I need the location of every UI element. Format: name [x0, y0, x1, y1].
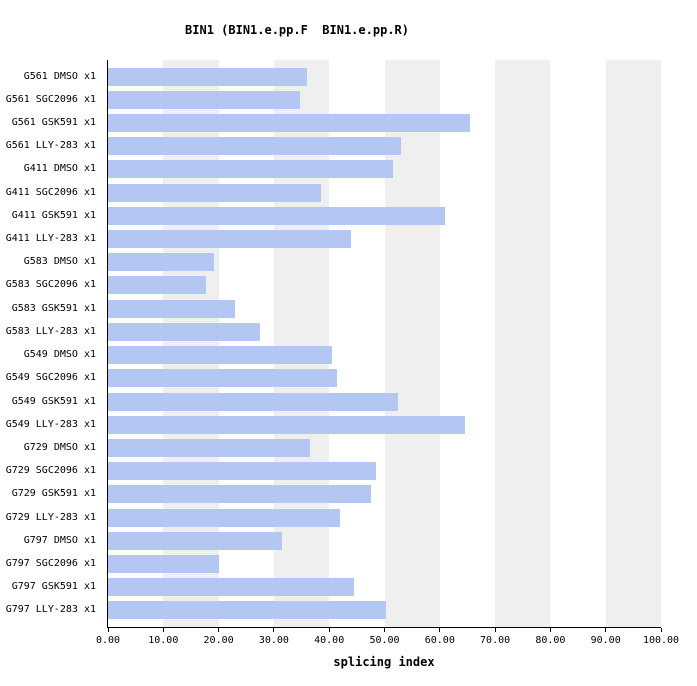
x-axis-tick-label: 40.00: [314, 635, 345, 646]
x-axis-tick-label: 20.00: [203, 635, 234, 646]
x-axis-tick-label: 70.00: [480, 635, 511, 646]
x-axis-tick: [384, 628, 385, 632]
x-axis-tick-label: 0.00: [95, 635, 121, 646]
category-label: G561 DMSO x1: [23, 70, 96, 82]
category-label: G797 DMSO x1: [23, 534, 96, 546]
x-axis-tick: [660, 628, 662, 632]
bar: [108, 508, 341, 527]
bar: [108, 346, 332, 365]
x-axis-tick: [439, 628, 441, 632]
bar: [108, 531, 283, 550]
bar: [108, 369, 338, 388]
category-label: G729 LLY-283 x1: [5, 511, 96, 523]
category-label: G583 DMSO x1: [23, 256, 96, 268]
x-axis-tick: [218, 628, 220, 632]
category-label: G729 GSK591 x1: [11, 488, 96, 500]
bar: [108, 438, 310, 457]
bar: [108, 230, 352, 249]
x-axis-tick-label: 80.00: [535, 635, 566, 646]
category-label: G729 DMSO x1: [23, 441, 96, 453]
category-label: G797 LLY-283 x1: [5, 604, 96, 616]
x-axis-tick: [494, 628, 496, 632]
category-label: G549 SGC2096 x1: [5, 372, 96, 384]
category-label: G583 LLY-283 x1: [5, 325, 96, 337]
category-label: G561 GSK591 x1: [11, 117, 96, 129]
x-axis-tick: [549, 628, 551, 632]
x-axis-tick: [107, 628, 109, 632]
category-label: G797 GSK591 x1: [11, 581, 96, 593]
x-axis-title: splicing index: [333, 655, 435, 669]
bar: [108, 137, 402, 156]
x-axis-tick-label: 50.00: [369, 635, 400, 646]
grid-band: [439, 60, 496, 627]
x-axis-tick-label: 60.00: [424, 635, 455, 646]
bar: [108, 485, 371, 504]
category-label: G549 LLY-283 x1: [5, 418, 96, 430]
category-label: G411 SGC2096 x1: [5, 186, 96, 198]
category-label: G561 SGC2096 x1: [5, 93, 96, 105]
grid-band: [550, 60, 606, 627]
x-axis-tick: [162, 628, 164, 632]
bar: [108, 90, 300, 109]
category-label: G797 SGC2096 x1: [5, 557, 96, 569]
category-label: G411 DMSO x1: [23, 163, 96, 175]
bar: [108, 299, 236, 318]
bar: [108, 578, 355, 597]
category-label: G411 LLY-283 x1: [5, 233, 96, 245]
bar: [108, 276, 206, 295]
x-axis: 0.00 10.00 20.00 30.00 40.00 50.00 60.00 70.00 8…: [96, 628, 679, 658]
x-axis-tick-label: 90.00: [590, 635, 621, 646]
category-label: G549 DMSO x1: [23, 349, 96, 361]
plot-area: [107, 60, 661, 628]
category-label: G583 GSK591 x1: [11, 302, 96, 314]
bar: [108, 67, 308, 86]
x-axis-tick-label: 10.00: [148, 635, 179, 646]
y-axis-category-labels: G561 DMSO x1 G561 SGC2096 x1 G561 GSK591 x…: [0, 60, 96, 628]
x-axis-tick: [328, 628, 330, 632]
category-label: G561 LLY-283 x1: [5, 140, 96, 152]
x-axis-tick: [605, 628, 607, 632]
category-label: G729 SGC2096 x1: [5, 465, 96, 477]
bar: [108, 206, 446, 225]
category-label: G583 SGC2096 x1: [5, 279, 96, 291]
grid-band: [605, 60, 661, 627]
bar: [108, 322, 261, 341]
bar: [108, 253, 215, 272]
x-axis-tick: [273, 628, 275, 632]
bar: [108, 462, 377, 481]
category-label: G549 GSK591 x1: [11, 395, 96, 407]
bar: [108, 601, 386, 620]
category-label: G411 GSK591 x1: [11, 209, 96, 221]
bar: [108, 392, 399, 411]
bar: [108, 554, 219, 573]
bar: [108, 415, 465, 434]
bar: [108, 160, 393, 179]
grid-band: [495, 60, 551, 627]
x-axis-tick-label: 100.00: [642, 635, 680, 646]
bar: [108, 183, 321, 202]
bar: [108, 114, 471, 133]
chart-title: BIN1 (BIN1.e.pp.F BIN1.e.pp.R): [185, 23, 409, 37]
x-axis-tick-label: 30.00: [258, 635, 289, 646]
